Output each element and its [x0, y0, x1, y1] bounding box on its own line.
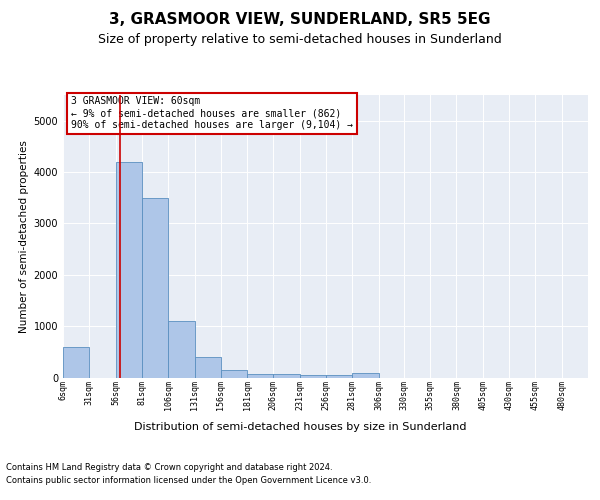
- Text: Distribution of semi-detached houses by size in Sunderland: Distribution of semi-detached houses by …: [134, 422, 466, 432]
- Bar: [168, 321, 194, 378]
- Bar: [116, 162, 142, 378]
- Text: 3, GRASMOOR VIEW, SUNDERLAND, SR5 5EG: 3, GRASMOOR VIEW, SUNDERLAND, SR5 5EG: [109, 12, 491, 28]
- Text: Size of property relative to semi-detached houses in Sunderland: Size of property relative to semi-detach…: [98, 32, 502, 46]
- Bar: [352, 372, 379, 378]
- Bar: [326, 375, 352, 378]
- Bar: [300, 375, 326, 378]
- Text: Contains HM Land Registry data © Crown copyright and database right 2024.: Contains HM Land Registry data © Crown c…: [6, 462, 332, 471]
- Bar: [194, 357, 221, 378]
- Text: 3 GRASMOOR VIEW: 60sqm
← 9% of semi-detached houses are smaller (862)
90% of sem: 3 GRASMOOR VIEW: 60sqm ← 9% of semi-deta…: [71, 96, 353, 130]
- Bar: [142, 198, 168, 378]
- Bar: [274, 374, 300, 378]
- Bar: [63, 346, 89, 378]
- Bar: [221, 370, 247, 378]
- Bar: [247, 374, 274, 378]
- Text: Contains public sector information licensed under the Open Government Licence v3: Contains public sector information licen…: [6, 476, 371, 485]
- Y-axis label: Number of semi-detached properties: Number of semi-detached properties: [19, 140, 29, 332]
